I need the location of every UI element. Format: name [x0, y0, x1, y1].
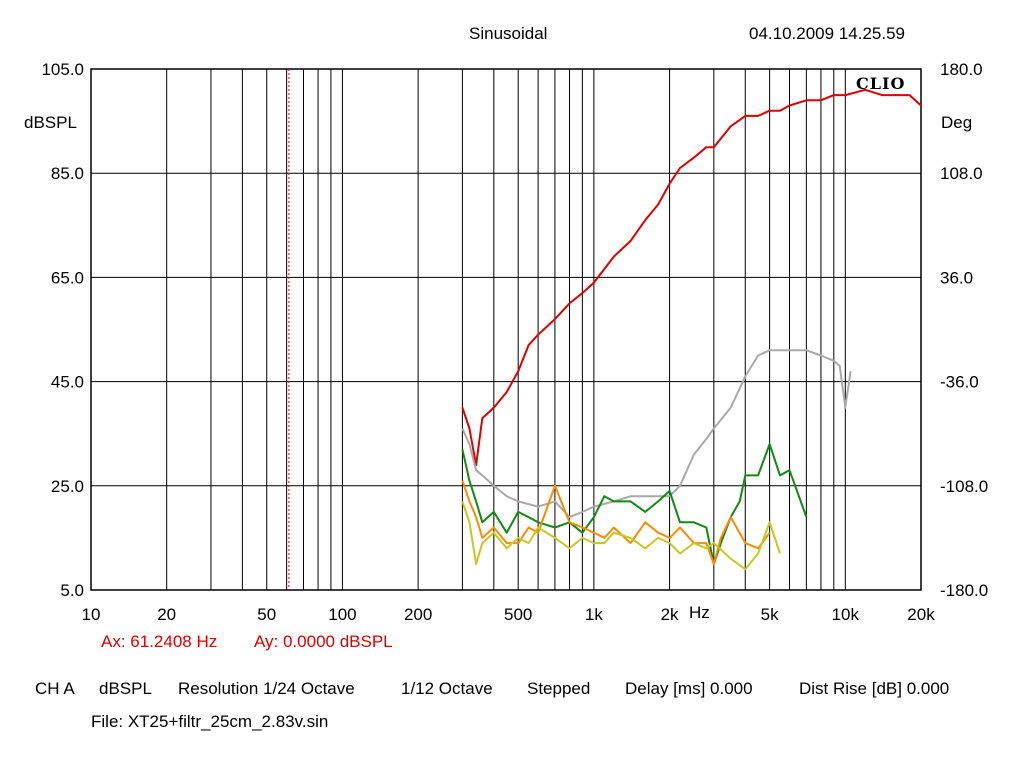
clio-logo: CLIO [856, 74, 906, 93]
unit-label: dBSPL [99, 679, 152, 698]
file-label: File: XT25+filtr_25cm_2.83v.sin [91, 712, 329, 731]
datetime-label: 04.10.2009 14.25.59 [749, 24, 905, 43]
mode-label: Sinusoidal [469, 24, 548, 43]
channel-label: CH A [35, 679, 75, 698]
series-line-fundamental [461, 88, 922, 466]
series-line-h4 [461, 480, 771, 565]
series-line-h5 [461, 501, 781, 571]
x-tick-label: 10 [82, 605, 101, 624]
delay-label: Delay [ms] 0.000 [625, 679, 753, 698]
y2-tick-label: 180.0 [940, 60, 983, 79]
plot-frame [90, 68, 922, 591]
y-tick-label: 85.0 [51, 164, 84, 183]
x-tick-label: 500 [504, 605, 532, 624]
y-tick-label: 45.0 [51, 373, 84, 392]
x-tick-label: 200 [404, 605, 432, 624]
y2-axis-unit-label: Deg [941, 113, 973, 132]
cursor-x-readout: Ax: 61.2408 Hz [101, 632, 218, 651]
y-tick-label: 65.0 [51, 268, 84, 287]
y2-tick-label: 108.0 [940, 164, 983, 183]
cursor-y-readout: Ay: 0.0000 dBSPL [254, 632, 393, 651]
series-line-h3 [461, 443, 808, 565]
x-tick-label: 20 [157, 605, 176, 624]
y-axis-unit-label: dBSPL [24, 113, 77, 132]
y2-tick-label: -180.0 [940, 581, 988, 600]
y-tick-label: 25.0 [51, 477, 84, 496]
y-tick-label: 5.0 [60, 581, 84, 600]
smoothing-label: 1/12 Octave [401, 679, 493, 698]
y2-tick-label: -36.0 [940, 373, 979, 392]
x-tick-label: 50 [257, 605, 276, 624]
x-tick-label: 20k [907, 605, 935, 624]
x-tick-label: 2k [661, 605, 679, 624]
stepped-label: Stepped [527, 679, 591, 698]
y2-tick-label: -108.0 [940, 477, 988, 496]
y2-tick-label: 36.0 [940, 268, 973, 287]
resolution-label: Resolution 1/24 Octave [178, 679, 355, 698]
x-tick-label: 10k [832, 605, 860, 624]
x-tick-label: 5k [761, 605, 779, 624]
x-tick-label: 100 [328, 605, 356, 624]
x-tick-label: 1k [585, 605, 603, 624]
x-axis-unit-label: Hz [689, 603, 710, 622]
series-line-h2 [461, 349, 852, 519]
y-tick-label: 105.0 [41, 60, 84, 79]
dist-rise-label: Dist Rise [dB] 0.000 [799, 679, 950, 698]
